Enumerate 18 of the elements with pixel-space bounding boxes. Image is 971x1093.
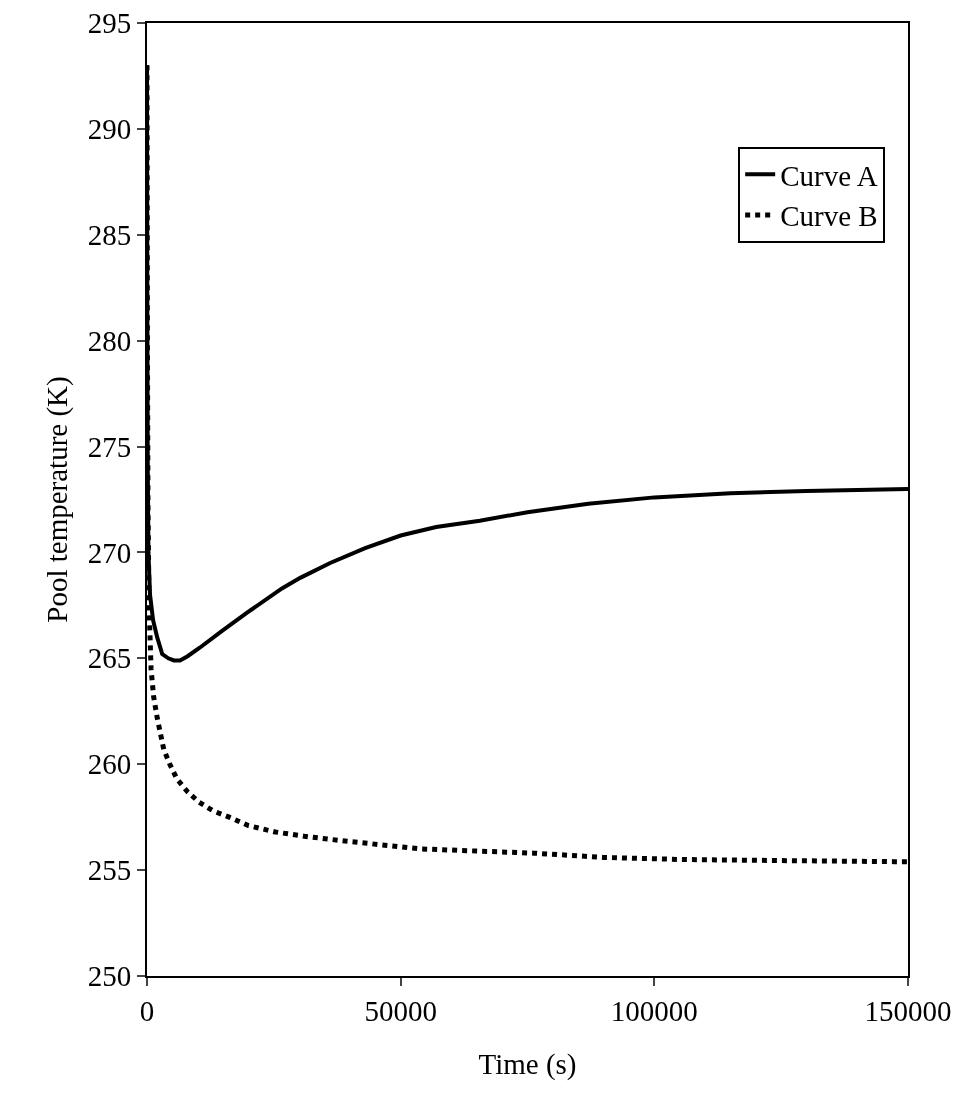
y-tick-label: 275 — [87, 430, 132, 463]
x-tick-label: 100000 — [610, 994, 698, 1027]
y-tick-label: 290 — [87, 113, 132, 146]
y-tick-label: 260 — [87, 748, 132, 781]
x-tick-label: 150000 — [864, 994, 952, 1027]
legend-label: Curve A — [780, 159, 878, 192]
y-tick-label: 255 — [87, 854, 132, 887]
y-tick-label: 250 — [87, 960, 132, 993]
legend-label: Curve B — [780, 200, 878, 233]
y-tick-label: 265 — [87, 642, 132, 675]
x-axis-title: Time (s) — [478, 1048, 577, 1081]
y-tick-label: 285 — [87, 218, 132, 251]
x-tick-label: 50000 — [364, 994, 437, 1027]
y-tick-label: 280 — [87, 324, 132, 357]
y-axis-title: Pool temperature (K) — [40, 376, 74, 623]
y-tick-label: 270 — [87, 536, 132, 569]
x-tick-label: 0 — [139, 994, 155, 1027]
y-tick-label: 295 — [87, 7, 132, 40]
